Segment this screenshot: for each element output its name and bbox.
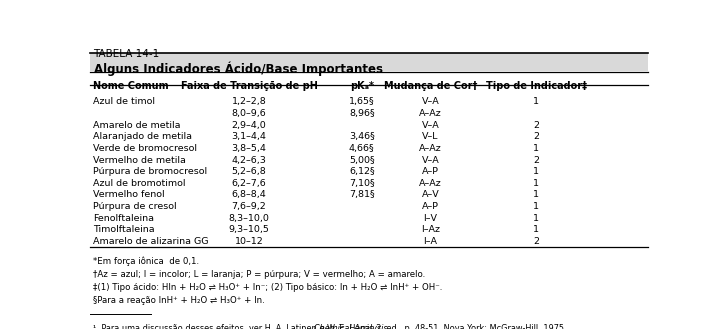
Text: Alguns Indicadores Ácido/Base Importantes: Alguns Indicadores Ácido/Base Importante… [94,62,384,76]
Text: 2,9–4,0: 2,9–4,0 [232,120,266,130]
Text: A–Az: A–Az [419,109,442,118]
Text: 3,8–5,4: 3,8–5,4 [232,144,266,153]
Text: 5,00§: 5,00§ [349,156,374,164]
Text: 8,3–10,0: 8,3–10,0 [228,214,269,223]
Text: A–P: A–P [422,202,439,211]
Text: Amarelo de alizarina GG: Amarelo de alizarina GG [93,237,208,246]
Text: 1: 1 [534,214,539,223]
Text: Púrpura de cresol: Púrpura de cresol [93,202,176,211]
Text: 2: 2 [534,132,539,141]
Text: Azul de bromotimol: Azul de bromotimol [93,179,185,188]
Text: Alaranjado de metila: Alaranjado de metila [93,132,192,141]
Text: 6,8–8,4: 6,8–8,4 [232,190,266,199]
Text: Verde de bromocresol: Verde de bromocresol [93,144,197,153]
Text: A–V: A–V [421,190,439,199]
Text: Tipo de Indicador‡: Tipo de Indicador‡ [486,81,587,90]
Text: Mudança de Cor†: Mudança de Cor† [384,81,477,90]
Text: TABELA 14-1: TABELA 14-1 [93,49,159,59]
Text: †Az = azul; I = incolor; L = laranja; P = púrpura; V = vermelho; A = amarelo.: †Az = azul; I = incolor; L = laranja; P … [93,269,425,279]
Text: Nome Comum: Nome Comum [93,81,168,90]
Text: ¹  Para uma discussão desses efeitos, ver H. A. Latinen e W. E. Harris,: ¹ Para uma discussão desses efeitos, ver… [93,324,379,329]
Text: 1,2–2,8: 1,2–2,8 [232,97,266,106]
Text: 6,12§: 6,12§ [349,167,374,176]
Text: 1: 1 [534,190,539,199]
Text: Faixa de Transição de pH: Faixa de Transição de pH [181,81,318,90]
Text: Vermelho fenol: Vermelho fenol [93,190,164,199]
Text: 1,65§: 1,65§ [349,97,374,106]
Text: 4,66§: 4,66§ [349,144,374,153]
Text: *Em força iônica  de 0,1.: *Em força iônica de 0,1. [93,256,199,266]
Text: A–Az: A–Az [419,144,442,153]
Text: 7,10§: 7,10§ [349,179,374,188]
Text: 10–12: 10–12 [235,237,264,246]
Text: I–A: I–A [423,237,437,246]
Text: V–L: V–L [422,132,438,141]
Text: Fenolftaleina: Fenolftaleina [93,214,154,223]
Text: 2: 2 [534,156,539,164]
Text: V–A: V–A [421,120,439,130]
Text: , 2. ed., p. 48-51. Nova York: McGraw-Hill, 1975.: , 2. ed., p. 48-51. Nova York: McGraw-Hi… [372,324,567,329]
FancyBboxPatch shape [90,53,648,71]
Text: 1: 1 [534,179,539,188]
Text: V–A: V–A [421,156,439,164]
Text: 5,2–6,8: 5,2–6,8 [232,167,266,176]
Text: §Para a reação InH⁺ + H₂O ⇌ H₃O⁺ + In.: §Para a reação InH⁺ + H₂O ⇌ H₃O⁺ + In. [93,296,264,305]
Text: Timolftaleina: Timolftaleina [93,225,154,235]
Text: 2: 2 [534,120,539,130]
Text: A–P: A–P [422,167,439,176]
Text: 8,0–9,6: 8,0–9,6 [232,109,266,118]
Text: 7,81§: 7,81§ [349,190,374,199]
Text: 2: 2 [534,237,539,246]
Text: 4,2–6,3: 4,2–6,3 [232,156,266,164]
Text: 3,46§: 3,46§ [349,132,374,141]
Text: I–V: I–V [423,214,437,223]
Text: 7,6–9,2: 7,6–9,2 [232,202,266,211]
Text: 3,1–4,4: 3,1–4,4 [232,132,266,141]
Text: 1: 1 [534,202,539,211]
Text: Amarelo de metila: Amarelo de metila [93,120,180,130]
Text: Azul de timol: Azul de timol [93,97,155,106]
Text: V–A: V–A [421,97,439,106]
Text: 6,2–7,6: 6,2–7,6 [232,179,266,188]
Text: ‡(1) Tipo ácido: HIn + H₂O ⇌ H₃O⁺ + In⁻; (2) Tipo básico: In + H₂O ⇌ InH⁺ + OH⁻.: ‡(1) Tipo ácido: HIn + H₂O ⇌ H₃O⁺ + In⁻;… [93,283,442,292]
Text: 8,96§: 8,96§ [349,109,374,118]
Text: 9,3–10,5: 9,3–10,5 [228,225,269,235]
Text: 1: 1 [534,225,539,235]
Text: pΚₐ*: pΚₐ* [350,81,374,90]
Text: Púrpura de bromocresol: Púrpura de bromocresol [93,167,207,176]
Text: A–Az: A–Az [419,179,442,188]
Text: Vermelho de metila: Vermelho de metila [93,156,186,164]
Text: I–Az: I–Az [421,225,440,235]
Text: 1: 1 [534,167,539,176]
Text: 1: 1 [534,97,539,106]
Text: Chemical Analysis: Chemical Analysis [314,324,388,329]
Text: 1: 1 [534,144,539,153]
